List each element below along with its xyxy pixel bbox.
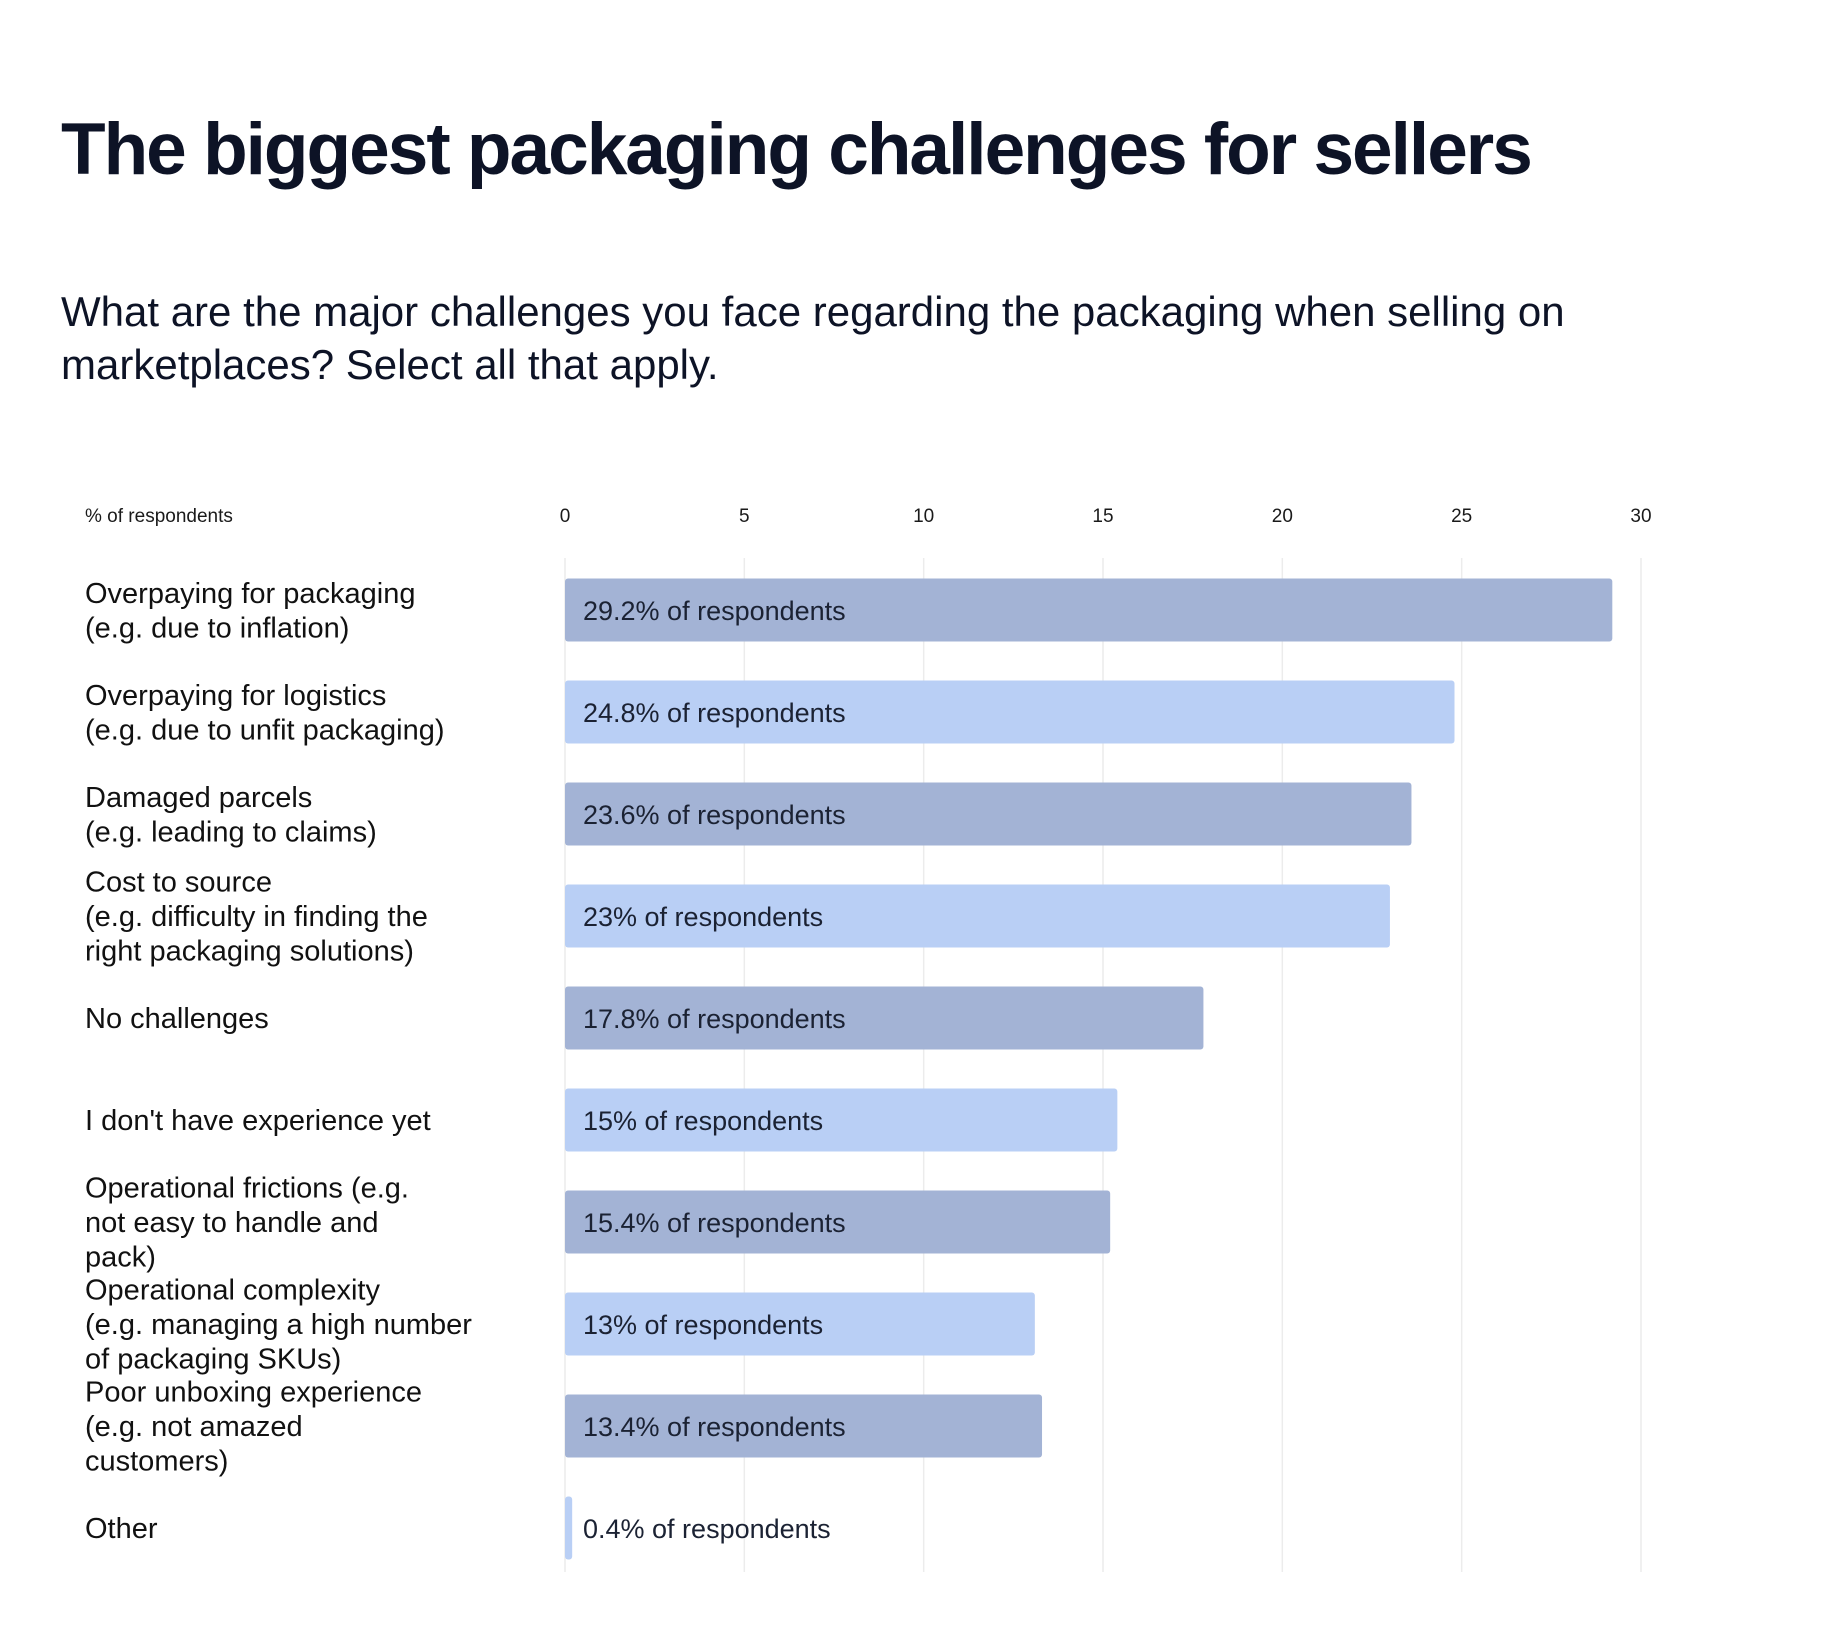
category-label-line: customers) <box>85 1446 228 1478</box>
x-tick-label: 5 <box>739 506 750 527</box>
bar <box>565 578 1613 642</box>
unit-label: % of respondents <box>85 506 233 527</box>
category-label-line: Overpaying for packaging <box>85 578 415 610</box>
category-label-line: Overpaying for logistics <box>85 680 386 712</box>
bar-data-label: 17.8% of respondents <box>583 1004 846 1034</box>
category-label: Operational complexity (e.g. managing a h… <box>85 1275 472 1376</box>
category-label-line: (e.g. due to unfit packaging) <box>85 714 445 746</box>
bar <box>565 986 1204 1050</box>
bar <box>565 1292 1035 1356</box>
category-label: Poor unboxing experience (e.g. not amazed… <box>85 1377 422 1478</box>
bar <box>565 680 1455 744</box>
bar <box>565 884 1390 948</box>
category-label-line: not easy to handle and <box>85 1207 378 1239</box>
bar-data-label: 15% of respondents <box>583 1106 823 1136</box>
category-label: Overpaying for packaging (e.g. due to inf… <box>85 578 415 645</box>
x-tick-label: 10 <box>913 506 934 527</box>
category-label-line: pack) <box>85 1242 156 1274</box>
category-label-line: (e.g. difficulty in finding the <box>85 901 428 933</box>
category-label-line: (e.g. due to inflation) <box>85 612 349 644</box>
bar <box>565 1496 573 1560</box>
bars: 29.2% of respondents 24.8% of respondents… <box>565 578 1613 1560</box>
bar <box>565 1190 1111 1254</box>
axis-ticks: 0 5 10 15 20 25 30 <box>560 506 1652 527</box>
bar <box>565 782 1412 846</box>
category-label-line: Damaged parcels <box>85 782 312 814</box>
category-label: Cost to source (e.g. difficulty in findin… <box>85 867 428 968</box>
category-label: Damaged parcels (e.g. leading to claims) <box>85 782 377 849</box>
chart-subtitle: What are the major challenges you face r… <box>61 288 1565 388</box>
x-tick-label: 30 <box>1630 506 1651 527</box>
category-label-line: Cost to source <box>85 867 272 899</box>
category-label-line: Operational frictions (e.g. <box>85 1173 409 1205</box>
category-label-line: (e.g. not amazed <box>85 1411 303 1443</box>
category-labels: Overpaying for packaging (e.g. due to inf… <box>85 578 472 1545</box>
bar-data-label: 24.8% of respondents <box>583 698 846 728</box>
category-label: Operational frictions (e.g. not easy to h… <box>85 1173 409 1274</box>
category-label: I don't have experience yet <box>85 1105 431 1137</box>
category-label-line: (e.g. leading to claims) <box>85 816 377 848</box>
bar-data-label: 23% of respondents <box>583 902 823 932</box>
category-label-line: I don't have experience yet <box>85 1105 431 1137</box>
category-label-line: right packaging solutions) <box>85 936 414 968</box>
category-label-line: (e.g. managing a high number <box>85 1309 472 1341</box>
category-label: Overpaying for logistics (e.g. due to unf… <box>85 680 445 747</box>
bar <box>565 1394 1043 1458</box>
category-label-line: Operational complexity <box>85 1275 380 1307</box>
category-label: Other <box>85 1513 158 1545</box>
category-label-line: Other <box>85 1513 158 1545</box>
x-tick-label: 0 <box>560 506 571 527</box>
bar-data-label: 29.2% of respondents <box>583 596 846 626</box>
bar-data-label: 13.4% of respondents <box>583 1412 846 1442</box>
bar-data-label: 23.6% of respondents <box>583 800 846 830</box>
chart-title: The biggest packaging challenges for sel… <box>61 109 1533 190</box>
x-tick-label: 15 <box>1092 506 1113 527</box>
x-tick-label: 25 <box>1451 506 1472 527</box>
bar <box>565 1088 1118 1152</box>
bar-data-label: 13% of respondents <box>583 1310 823 1340</box>
x-tick-label: 20 <box>1272 506 1293 527</box>
category-label-line: No challenges <box>85 1003 269 1035</box>
bar-data-label: 0.4% of respondents <box>583 1514 831 1544</box>
bar-data-label: 15.4% of respondents <box>583 1208 846 1238</box>
category-label: No challenges <box>85 1003 269 1035</box>
category-label-line: Poor unboxing experience <box>85 1377 422 1409</box>
category-label-line: of packaging SKUs) <box>85 1344 341 1376</box>
